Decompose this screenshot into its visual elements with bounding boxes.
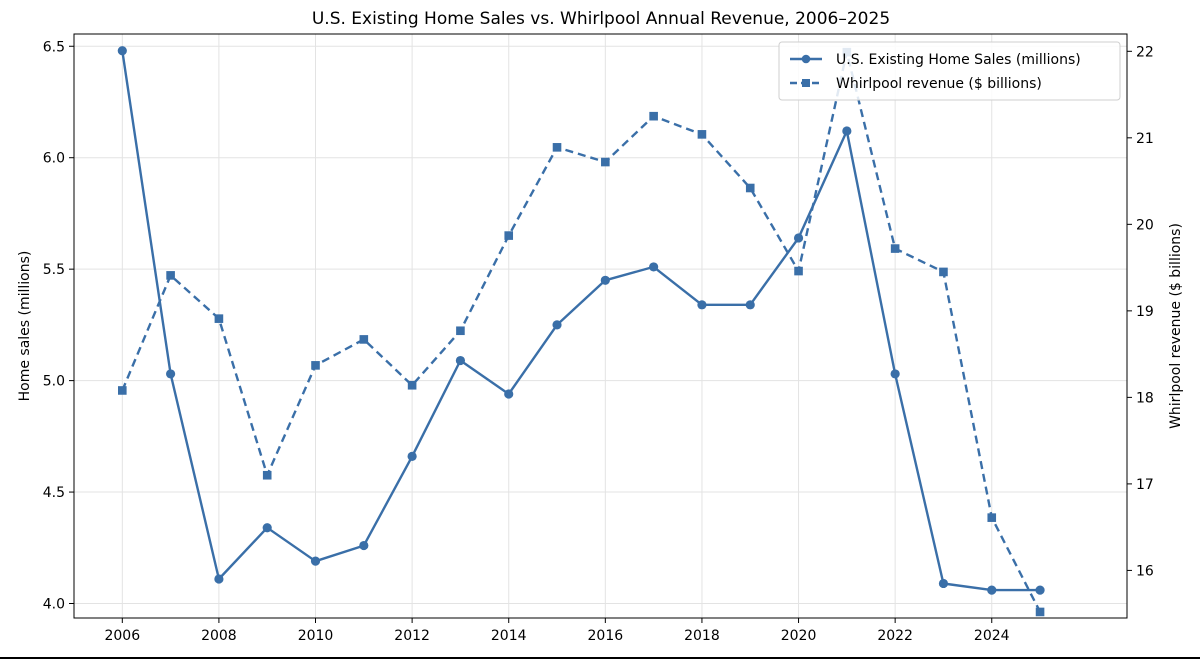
data-point-home-sales xyxy=(310,556,321,566)
data-point-home-sales xyxy=(214,574,224,584)
x-tick-label: 2018 xyxy=(684,628,720,644)
data-point-whirlpool-revenue xyxy=(407,380,417,390)
data-point-whirlpool-revenue xyxy=(649,111,658,121)
x-tick-label: 2010 xyxy=(298,628,334,644)
y-axis-right-label: Whirlpool revenue ($ billions) xyxy=(1168,223,1184,429)
y-left-tick-label: 5.5 xyxy=(43,262,65,278)
legend-label-home-sales: U.S. Existing Home Sales (millions) xyxy=(836,52,1081,68)
data-point-home-sales xyxy=(793,233,804,243)
y-right-tick-label: 16 xyxy=(1136,563,1154,579)
data-point-whirlpool-revenue xyxy=(262,470,272,480)
data-point-home-sales xyxy=(842,126,852,136)
grid-lines xyxy=(74,34,1127,618)
data-point-whirlpool-revenue xyxy=(745,183,755,193)
x-tick-label: 2012 xyxy=(394,628,430,644)
y-left-tick-label: 5.0 xyxy=(43,374,65,390)
data-point-home-sales xyxy=(455,355,466,366)
data-point-home-sales xyxy=(1035,585,1045,595)
data-point-whirlpool-revenue xyxy=(939,267,948,277)
x-tick-label: 2006 xyxy=(104,628,140,644)
legend-entry-whirlpool: Whirlpool revenue ($ billions) xyxy=(790,76,1042,92)
legend-entry-home-sales: U.S. Existing Home Sales (millions) xyxy=(790,52,1081,68)
axis-ticks: 2006 2008 2010 2012 2014 2016 2018 2020 2022 2024… xyxy=(43,39,1154,644)
y-right-tick-label: 21 xyxy=(1136,131,1154,147)
data-point-whirlpool-revenue xyxy=(890,244,900,253)
y-right-tick-label: 22 xyxy=(1136,44,1154,60)
y-axis-left-label: Home sales (millions) xyxy=(17,251,33,402)
x-tick-label: 2020 xyxy=(781,628,817,644)
y-left-tick-label: 4.5 xyxy=(43,485,65,501)
data-point-home-sales xyxy=(938,578,949,589)
y-left-tick-label: 6.5 xyxy=(43,39,65,55)
data-point-home-sales xyxy=(890,369,900,379)
data-point-whirlpool-revenue xyxy=(601,157,610,167)
series-line-whirlpool-revenue xyxy=(121,51,1042,613)
data-point-whirlpool-revenue xyxy=(359,335,369,344)
data-point-whirlpool-revenue xyxy=(311,361,320,370)
x-tick-label: 2008 xyxy=(201,628,237,644)
x-tick-label: 2016 xyxy=(588,628,624,644)
legend-box xyxy=(778,41,1121,101)
data-point-home-sales xyxy=(649,262,659,272)
data-point-whirlpool-revenue xyxy=(456,326,465,336)
data-point-home-sales xyxy=(166,369,176,379)
data-point-home-sales xyxy=(745,300,755,310)
data-point-whirlpool-revenue xyxy=(552,143,562,152)
data-point-home-sales xyxy=(504,389,514,399)
chart-title: U.S. Existing Home Sales vs. Whirlpool A… xyxy=(312,9,890,29)
x-tick-label: 2014 xyxy=(491,628,527,644)
y-right-tick-label: 20 xyxy=(1136,217,1154,233)
data-point-home-sales xyxy=(697,300,707,310)
data-point-home-sales xyxy=(262,523,272,533)
y-right-tick-label: 19 xyxy=(1136,304,1154,320)
y-left-tick-label: 6.0 xyxy=(43,151,65,167)
data-point-home-sales xyxy=(117,46,127,56)
y-right-tick-label: 17 xyxy=(1136,477,1154,493)
data-point-whirlpool-revenue xyxy=(166,271,175,280)
data-point-home-sales xyxy=(987,585,997,595)
data-point-whirlpool-revenue xyxy=(987,513,997,522)
y-right-tick-label: 18 xyxy=(1136,390,1154,406)
data-point-whirlpool-revenue xyxy=(697,130,707,139)
data-point-whirlpool-revenue xyxy=(1035,607,1045,617)
data-point-home-sales xyxy=(600,275,610,285)
data-point-whirlpool-revenue xyxy=(118,386,127,395)
legend: U.S. Existing Home Sales (millions) Whir… xyxy=(778,41,1121,101)
legend-label-whirlpool: Whirlpool revenue ($ billions) xyxy=(836,76,1042,92)
data-point-home-sales xyxy=(359,540,369,551)
legend-marker-circle xyxy=(801,54,811,64)
data-point-home-sales xyxy=(407,451,417,461)
data-point-home-sales xyxy=(552,320,562,330)
legend-marker-square xyxy=(802,79,810,87)
plot-frame xyxy=(73,33,1128,619)
x-tick-label: 2022 xyxy=(877,628,913,644)
series-layer xyxy=(117,46,1045,617)
y-left-tick-label: 4.0 xyxy=(43,597,65,613)
data-point-whirlpool-revenue xyxy=(794,266,803,276)
x-tick-label: 2024 xyxy=(974,628,1010,644)
series-line-home-sales xyxy=(121,50,1041,592)
data-point-whirlpool-revenue xyxy=(504,231,514,240)
data-point-whirlpool-revenue xyxy=(214,314,224,323)
